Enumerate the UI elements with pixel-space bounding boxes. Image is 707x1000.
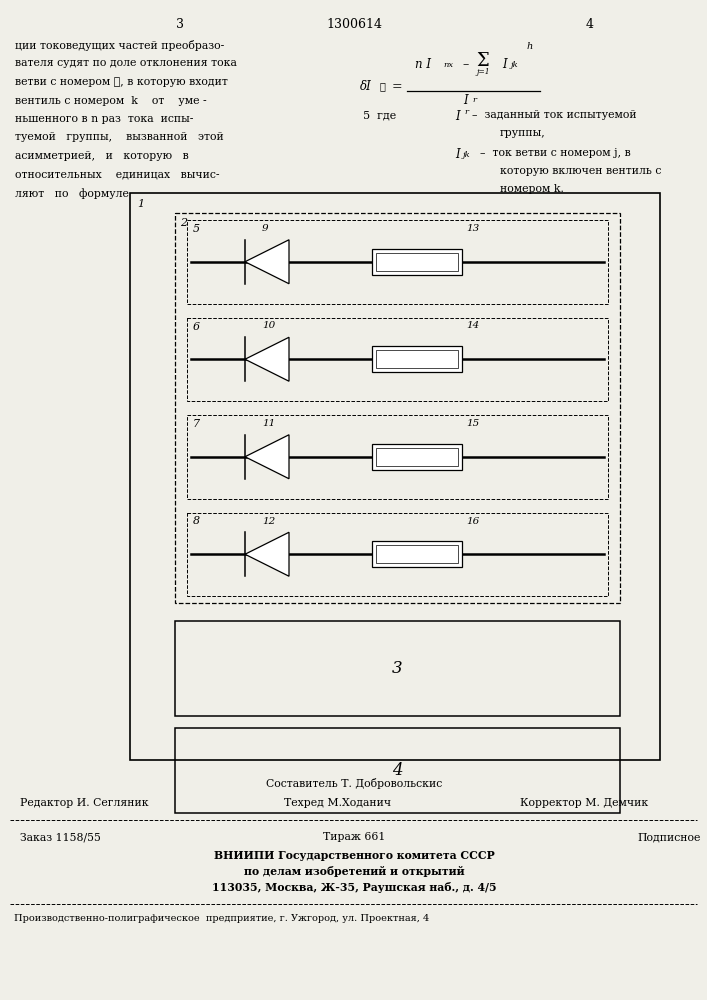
Text: 2: 2 (180, 218, 187, 228)
Text: 3: 3 (176, 18, 184, 31)
Text: –  заданный ток испытуемой: – заданный ток испытуемой (472, 110, 636, 120)
Bar (175, 728, 620, 813)
Text: ньшенного в n раз  тока  испы-: ньшенного в n раз тока испы- (15, 114, 194, 124)
Text: j=1: j=1 (476, 68, 490, 76)
Bar (376, 448, 458, 466)
Text: 9: 9 (262, 224, 269, 233)
Text: 113035, Москва, Ж-35, Раушская наб., д. 4/5: 113035, Москва, Ж-35, Раушская наб., д. … (211, 882, 496, 893)
Text: 1300614: 1300614 (326, 18, 382, 31)
Text: вателя судят по доле отклонения тока: вателя судят по доле отклонения тока (15, 58, 237, 68)
Bar (376, 253, 458, 271)
Text: вентиль с номером  k    от    уме -: вентиль с номером k от уме - (15, 96, 206, 105)
Text: Техред М.Ходанич: Техред М.Ходанич (284, 798, 391, 808)
Bar (376, 350, 458, 368)
Text: 16: 16 (466, 516, 479, 526)
Bar (187, 512, 608, 596)
Text: относительных    единицах   вычис-: относительных единицах вычис- (15, 169, 219, 180)
Text: Корректор М. Демчик: Корректор М. Демчик (520, 798, 648, 808)
Text: по делам изобретений и открытий: по делам изобретений и открытий (244, 866, 464, 877)
Text: Заказ 1158/55: Заказ 1158/55 (20, 832, 101, 842)
Polygon shape (245, 240, 289, 284)
Text: 15: 15 (466, 419, 479, 428)
Text: I: I (455, 110, 460, 123)
Text: Производственно-полиграфическое  предприятие, г. Ужгород, ул. Проектная, 4: Производственно-полиграфическое предприя… (14, 914, 429, 923)
Text: 13: 13 (466, 224, 479, 233)
Text: ℓ: ℓ (380, 82, 386, 91)
Text: туемой   группы,    вызванной   этой: туемой группы, вызванной этой (15, 132, 223, 142)
Text: h: h (527, 42, 533, 51)
Text: 8: 8 (193, 516, 200, 526)
Bar (187, 415, 608, 498)
Text: I: I (455, 148, 460, 161)
Text: nx: nx (443, 61, 453, 69)
Polygon shape (245, 337, 289, 381)
Text: ции токоведущих частей преобразо-: ции токоведущих частей преобразо- (15, 40, 224, 51)
Text: 14: 14 (466, 322, 479, 330)
Text: =: = (392, 80, 402, 93)
Text: r: r (472, 96, 476, 104)
Bar (130, 193, 660, 760)
Bar (372, 541, 462, 567)
Text: r: r (464, 108, 468, 116)
Text: ляют   по   формуле: ляют по формуле (15, 188, 129, 199)
Text: ВНИИПИ Государственного комитета СССР: ВНИИПИ Государственного комитета СССР (214, 850, 494, 861)
Text: Тираж 661: Тираж 661 (323, 832, 385, 842)
Text: Подписное: Подписное (637, 832, 701, 842)
Bar (187, 220, 608, 304)
Bar (187, 318, 608, 401)
Text: 4: 4 (586, 18, 594, 31)
Text: –: – (462, 58, 468, 71)
Text: группы,: группы, (500, 128, 546, 138)
Text: асимметрией,   и   которую   в: асимметрией, и которую в (15, 151, 189, 161)
Polygon shape (245, 435, 289, 479)
Text: 5: 5 (193, 224, 200, 234)
Text: 12: 12 (262, 516, 275, 526)
Bar (372, 249, 462, 275)
Text: 7: 7 (193, 419, 200, 429)
Text: 11: 11 (262, 419, 275, 428)
Text: δI: δI (360, 80, 372, 93)
Bar (376, 545, 458, 563)
Bar (175, 621, 620, 716)
Text: n I: n I (415, 58, 431, 71)
Text: Σ: Σ (476, 52, 489, 70)
Text: ветви с номером ℓ, в которую входит: ветви с номером ℓ, в которую входит (15, 77, 228, 87)
Text: 5  где: 5 где (363, 110, 396, 120)
Text: jk: jk (511, 61, 519, 69)
Text: 6: 6 (193, 322, 200, 332)
Text: Редактор И. Сегляник: Редактор И. Сегляник (20, 798, 148, 808)
Text: –  ток ветви с номером j, в: – ток ветви с номером j, в (480, 148, 631, 158)
Text: jk: jk (463, 151, 471, 159)
Bar (372, 346, 462, 372)
Text: 10: 10 (262, 322, 275, 330)
Text: которую включен вентиль с: которую включен вентиль с (500, 166, 661, 176)
Bar (372, 444, 462, 470)
Text: номером k.: номером k. (500, 184, 564, 194)
Bar (175, 213, 620, 603)
Text: 1: 1 (137, 199, 144, 209)
Text: Составитель Т. Добровольскис: Составитель Т. Добровольскис (266, 778, 442, 789)
Polygon shape (245, 532, 289, 576)
Text: 3: 3 (392, 660, 403, 677)
Text: I: I (502, 58, 507, 71)
Text: 4: 4 (392, 762, 403, 779)
Text: I: I (463, 94, 467, 107)
